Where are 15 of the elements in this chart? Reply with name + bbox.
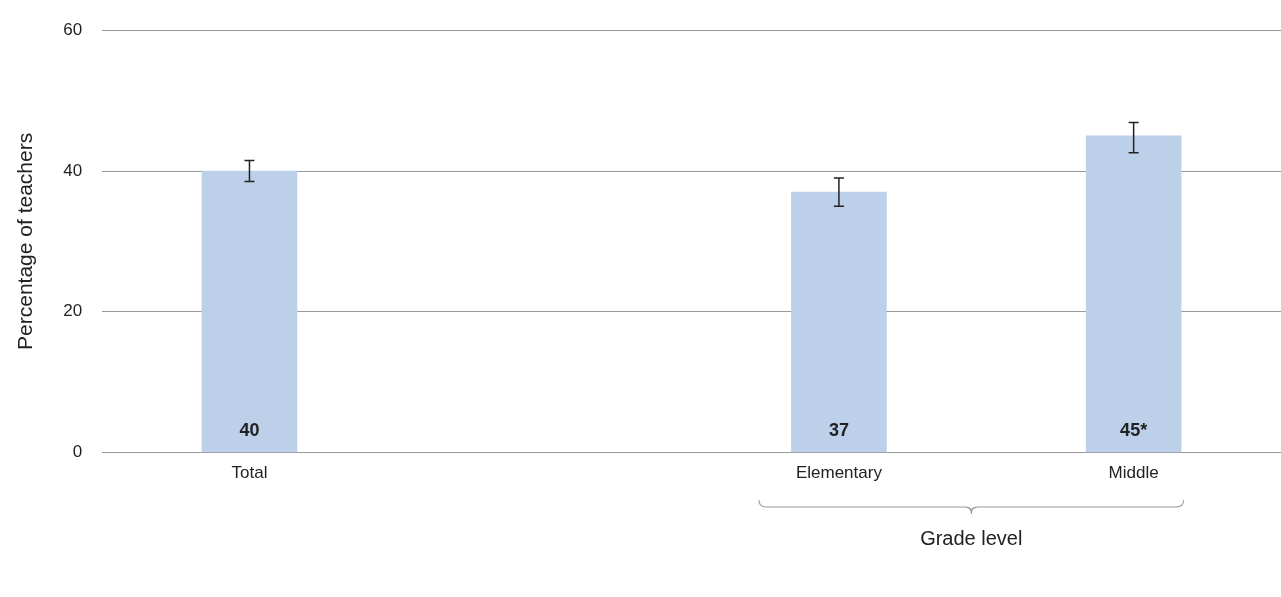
y-tick-label: 40 [63, 160, 83, 180]
y-tick-label: 60 [63, 19, 83, 39]
text: Grade level [920, 527, 1023, 550]
y-tick-label: 20 [63, 301, 83, 321]
bar [791, 191, 887, 453]
data-label: 37 [828, 419, 849, 440]
x-tick-label: Elementary [795, 463, 883, 483]
bar [1085, 135, 1182, 453]
y-tick-label: 0 [72, 442, 83, 462]
data-label: 45* [1120, 419, 1148, 440]
x-tick-label: Middle [1108, 463, 1159, 483]
data-label: 40 [239, 419, 260, 440]
y-axis-title: Percentage of teachers [13, 132, 37, 350]
x-tick-label: Total [231, 463, 268, 483]
bar [201, 170, 298, 453]
